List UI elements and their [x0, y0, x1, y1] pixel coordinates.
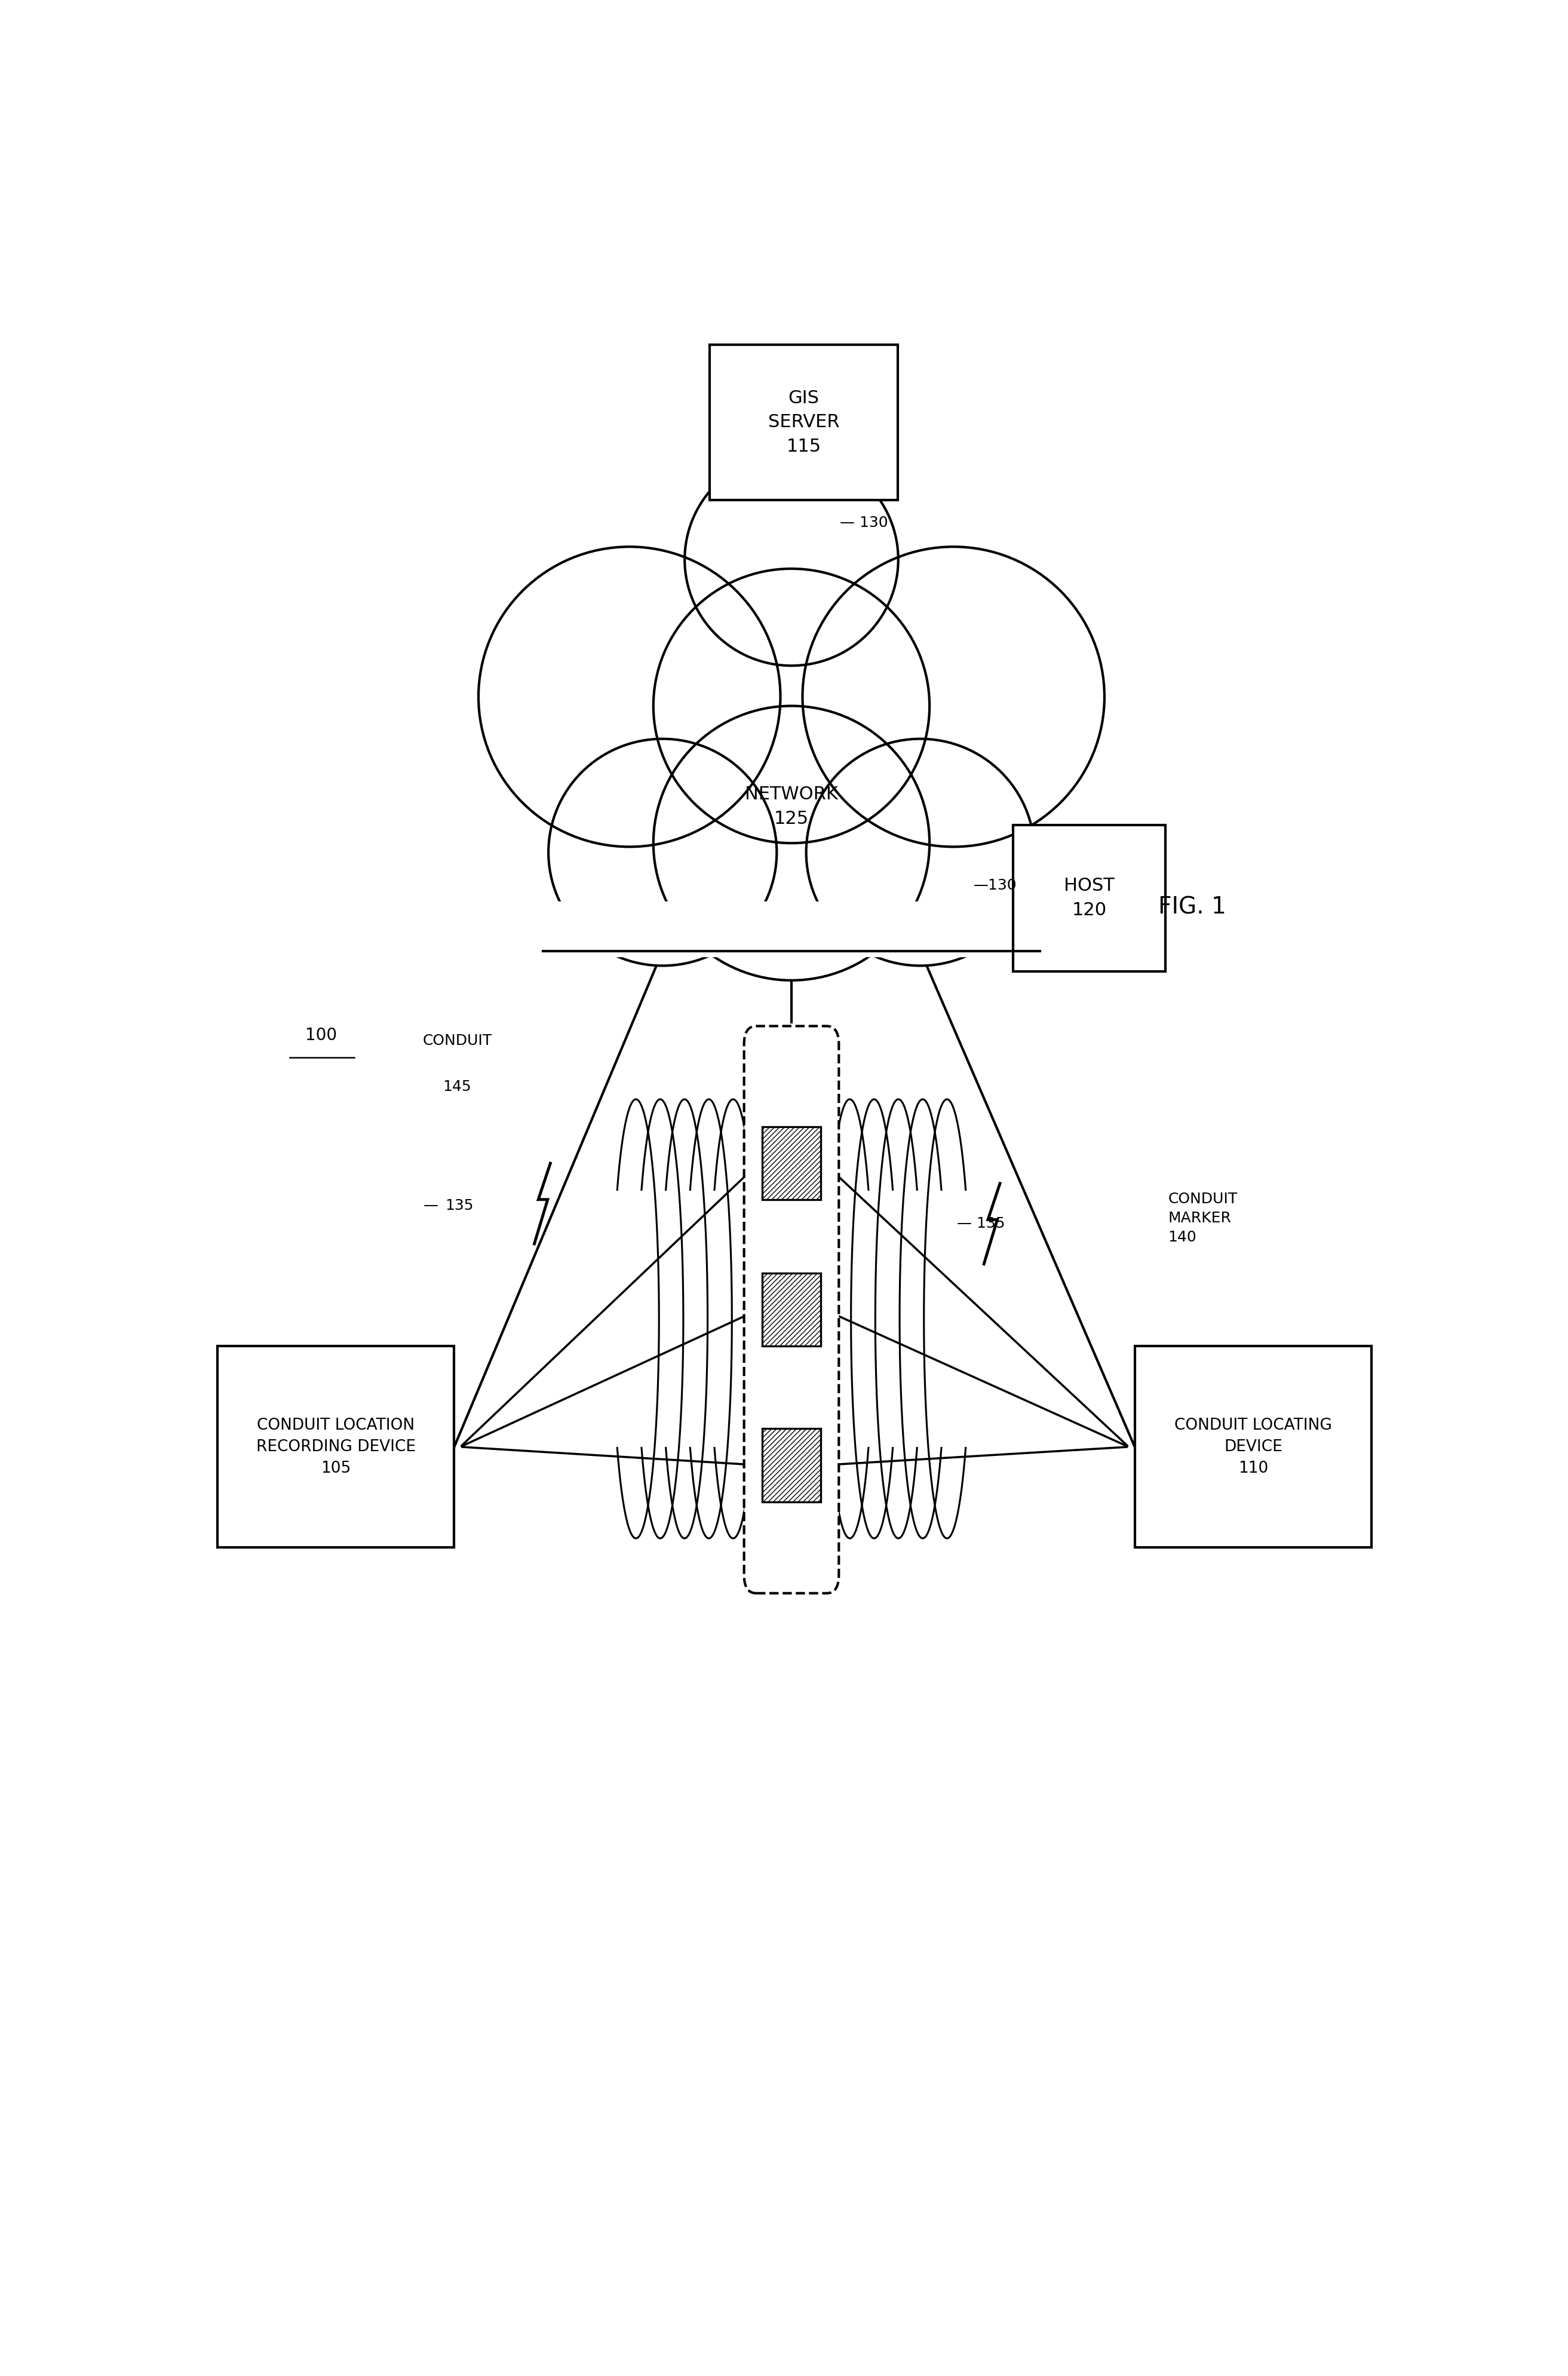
Ellipse shape — [685, 454, 898, 665]
Ellipse shape — [549, 739, 776, 965]
Text: CONDUIT LOCATING
DEVICE
110: CONDUIT LOCATING DEVICE 110 — [1174, 1418, 1333, 1475]
Text: NETWORK
125: NETWORK 125 — [745, 786, 837, 827]
FancyBboxPatch shape — [1013, 824, 1165, 972]
Text: CONDUIT LOCATION
RECORDING DEVICE
105: CONDUIT LOCATION RECORDING DEVICE 105 — [256, 1418, 416, 1475]
Ellipse shape — [478, 546, 781, 846]
Text: 100: 100 — [306, 1026, 337, 1043]
Ellipse shape — [654, 568, 930, 843]
Text: 145: 145 — [444, 1079, 472, 1093]
FancyBboxPatch shape — [762, 1126, 820, 1200]
Text: CONDUIT
MARKER
140: CONDUIT MARKER 140 — [1168, 1193, 1237, 1245]
Ellipse shape — [654, 706, 930, 981]
FancyBboxPatch shape — [709, 345, 898, 499]
Text: —130: —130 — [974, 879, 1018, 893]
Text: CONDUIT: CONDUIT — [422, 1034, 492, 1048]
Text: FIG. 1: FIG. 1 — [1159, 896, 1226, 920]
Text: HOST
120: HOST 120 — [1063, 877, 1115, 920]
FancyBboxPatch shape — [762, 1274, 820, 1347]
FancyBboxPatch shape — [1135, 1347, 1372, 1547]
FancyBboxPatch shape — [745, 1026, 839, 1594]
FancyBboxPatch shape — [762, 1428, 820, 1502]
Ellipse shape — [806, 739, 1035, 965]
Bar — [497, 901, 1087, 958]
Text: —: — — [423, 1198, 437, 1212]
Ellipse shape — [803, 546, 1104, 846]
Text: — 130: — 130 — [840, 516, 887, 530]
FancyBboxPatch shape — [218, 1347, 455, 1547]
Text: GIS
SERVER
115: GIS SERVER 115 — [768, 390, 839, 456]
Text: 135: 135 — [445, 1198, 474, 1212]
Text: — 135: — 135 — [956, 1217, 1005, 1231]
